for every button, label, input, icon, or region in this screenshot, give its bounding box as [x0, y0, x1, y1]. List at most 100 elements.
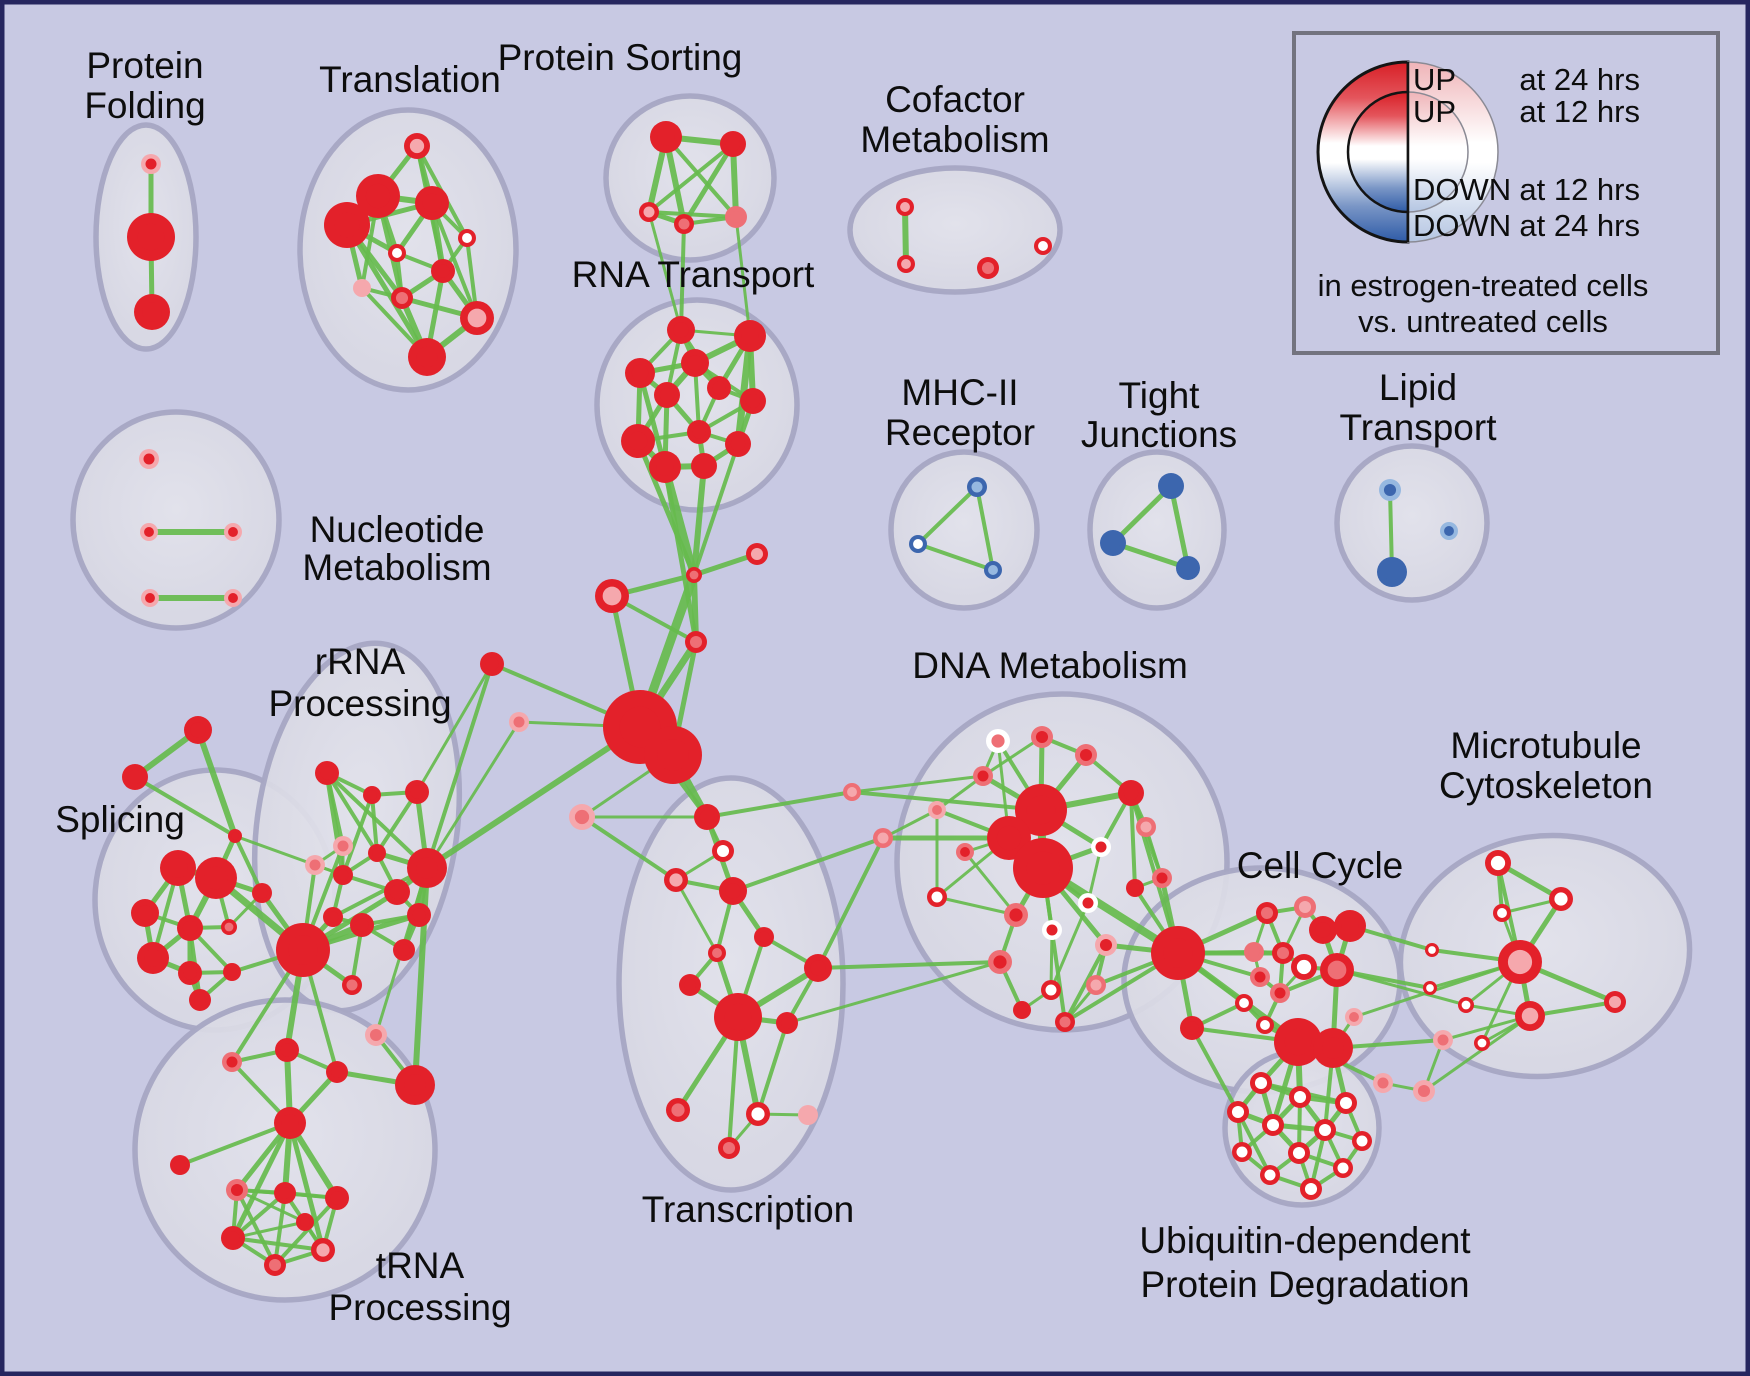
network-node [1091, 837, 1111, 857]
node-core-12hr [643, 206, 655, 218]
network-node [1485, 850, 1511, 876]
legend-row-up12-direction: UP [1413, 94, 1456, 129]
network-node [1433, 1030, 1453, 1050]
node-core-12hr [144, 949, 162, 967]
network-edge [674, 878, 719, 955]
network-edge [287, 1120, 326, 1253]
node-core-12hr [1009, 908, 1023, 922]
node-core-12hr [1260, 906, 1274, 920]
cluster-label-dna-metabolism-line1: DNA Metabolism [912, 645, 1188, 686]
network-node [776, 1012, 798, 1034]
network-node [734, 320, 766, 352]
network-node [226, 1179, 248, 1201]
network-node [754, 927, 774, 947]
network-node [1034, 237, 1052, 255]
network-edge [816, 836, 885, 970]
network-node [326, 1061, 348, 1083]
network-node [1042, 920, 1062, 940]
cluster-label-microtubule-cytoskeleton-line2: Cytoskeleton [1439, 765, 1653, 806]
network-node [189, 989, 211, 1011]
node-core-12hr [699, 809, 715, 825]
node-core-12hr [1293, 1090, 1307, 1104]
network-node [798, 1105, 818, 1125]
cluster-ellipse-lipid-transport [1334, 443, 1490, 603]
network-node [160, 850, 196, 886]
network-node [184, 716, 212, 744]
node-core-12hr [1298, 900, 1312, 914]
node-core-12hr [692, 425, 706, 439]
node-core-12hr [224, 922, 234, 932]
node-core-12hr [1315, 922, 1331, 938]
network-node [141, 154, 161, 174]
network-edge [344, 222, 430, 360]
node-core-12hr [1099, 938, 1113, 952]
network-node [356, 174, 400, 218]
network-node [649, 451, 681, 483]
cluster-label-translation-line1: Translation [319, 59, 501, 100]
cluster-label-tight-junctions-line2: Junctions [1081, 414, 1237, 455]
network-node [1373, 1073, 1393, 1093]
node-core-12hr [659, 387, 675, 403]
network-node [639, 202, 659, 222]
network-node [746, 1102, 770, 1126]
node-core-12hr [1383, 483, 1397, 497]
network-node [1413, 1080, 1435, 1102]
node-core-12hr [1356, 1135, 1368, 1147]
node-core-12hr [1163, 478, 1179, 494]
network-node [1314, 1119, 1336, 1141]
network-edge [1168, 483, 1191, 571]
node-core-12hr [1417, 1084, 1431, 1098]
network-edge [235, 1188, 277, 1267]
network-node [222, 1052, 242, 1072]
node-core-12hr [751, 1107, 765, 1121]
node-core-12hr [204, 866, 228, 890]
node-core-12hr [392, 248, 402, 258]
node-core-12hr [1337, 1162, 1349, 1174]
cluster-ellipse-cofactor-metabolism [847, 165, 1063, 295]
network-edge [580, 815, 678, 882]
node-core-12hr [281, 1114, 299, 1132]
node-core-12hr [256, 887, 268, 899]
network-node [431, 259, 455, 283]
network-node [986, 729, 1010, 753]
node-core-12hr [389, 884, 405, 900]
node-core-12hr [657, 739, 689, 771]
node-core-12hr [931, 891, 943, 903]
cluster-label-tight-junctions-line1: Tight [1119, 375, 1201, 416]
node-core-12hr [436, 264, 450, 278]
node-core-12hr [725, 136, 741, 152]
network-node [1015, 784, 1067, 836]
network-node [177, 915, 203, 941]
node-core-12hr [1130, 883, 1140, 893]
legend-row-down24-direction: DOWN [1413, 208, 1511, 243]
node-core-12hr [412, 908, 426, 922]
network-edge [424, 724, 643, 871]
network-node [679, 974, 701, 996]
node-core-12hr [327, 911, 339, 923]
network-node [843, 783, 861, 801]
network-edge [231, 1220, 307, 1240]
node-core-12hr [288, 935, 318, 965]
node-core-12hr [696, 458, 712, 474]
node-layer [122, 121, 1626, 1276]
node-core-12hr [1105, 535, 1121, 551]
node-core-12hr [1059, 1016, 1071, 1028]
network-edge [325, 771, 379, 855]
node-core-12hr [346, 979, 358, 991]
node-core-12hr [334, 212, 360, 238]
network-edge [734, 215, 752, 338]
node-core-12hr [810, 960, 826, 976]
network-edge [705, 790, 854, 819]
node-core-12hr [730, 436, 746, 452]
node-core-12hr [1339, 1096, 1353, 1110]
cluster-label-microtubule-cytoskeleton-line1: Microtubule [1450, 725, 1641, 766]
network-node [1244, 942, 1264, 962]
node-core-12hr [137, 223, 165, 251]
node-core-12hr [1231, 1105, 1245, 1119]
network-node [393, 939, 415, 961]
network-node [1227, 1101, 1249, 1123]
node-core-12hr [137, 905, 153, 921]
